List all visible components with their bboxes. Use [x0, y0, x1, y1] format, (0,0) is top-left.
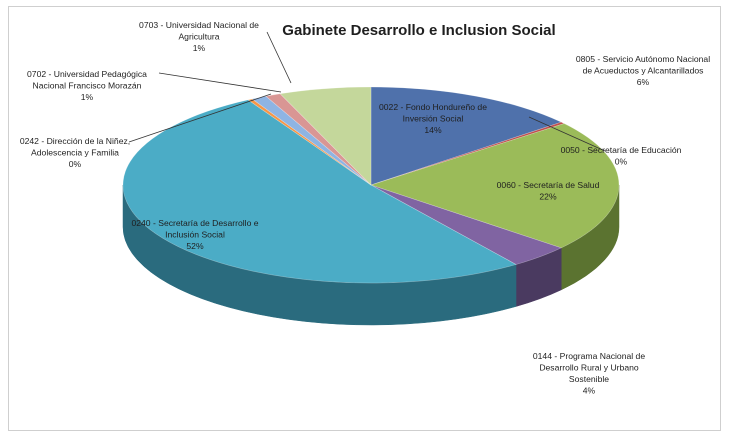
data-labels: 0022 - Fondo Hondureño de Inversión Socia…	[20, 20, 710, 396]
data-label-s4: 0240 - Secretaría de Desarrollo e Inclusi…	[131, 218, 258, 251]
leader-lines	[128, 31, 606, 152]
data-label-line: 14%	[424, 125, 442, 135]
slice-8	[279, 86, 372, 186]
data-label-line: 1%	[193, 43, 206, 53]
slice-2	[370, 123, 620, 249]
chart-title: Gabinete Desarrollo e Inclusion Social	[282, 22, 555, 39]
leader-line-s1	[528, 116, 606, 152]
slice-0	[370, 86, 563, 186]
data-label-line: 1%	[81, 92, 94, 102]
slice-5	[247, 98, 372, 186]
slice-4	[122, 99, 517, 284]
data-label-s7: 0703 - Universidad Nacional de Agricultur…	[139, 20, 259, 53]
pie-slices	[122, 86, 620, 284]
data-label-line: Agricultura	[178, 32, 219, 42]
data-label-line: 0703 - Universidad Nacional de	[139, 20, 259, 30]
slice-7	[265, 93, 372, 186]
data-label-line: Nacional Francisco Morazán	[33, 81, 142, 91]
data-label-line: de Acueductos y Alcantarillados	[583, 66, 704, 76]
data-label-line: 6%	[637, 77, 650, 87]
data-label-s6: 0702 - Universidad Pedagógica Nacional Fr…	[27, 69, 147, 102]
data-label-line: Adolescencia y Familia	[31, 148, 119, 158]
data-label-line: 0%	[69, 159, 82, 169]
data-label-line: 0702 - Universidad Pedagógica	[27, 69, 147, 79]
data-label-line: 0240 - Secretaría de Desarrollo e	[131, 218, 258, 228]
data-label-line: 0022 - Fondo Hondureño de	[379, 102, 487, 112]
data-label-s8: 0805 - Servicio Autónomo Nacional de Acue…	[576, 54, 710, 87]
data-label-line: 0%	[615, 157, 628, 167]
data-label-s5: 0242 - Dirección de la Niñez, Adolescenci…	[20, 136, 130, 169]
slice-6	[251, 95, 372, 186]
pie-chart: Gabinete Desarrollo e Inclusion Social 0…	[20, 20, 710, 396]
data-label-line: Inversión Social	[403, 114, 464, 124]
data-label-s0: 0022 - Fondo Hondureño de Inversión Socia…	[379, 102, 487, 135]
data-label-line: Sostenible	[569, 374, 609, 384]
data-label-line: Inclusión Social	[165, 230, 225, 240]
data-label-s3: 0144 - Programa Nacional de Desarrollo Ru…	[533, 351, 645, 396]
data-label-line: 0050 - Secretaría de Educación	[561, 145, 682, 155]
data-label-s1: 0050 - Secretaría de Educación 0%	[561, 145, 682, 167]
leader-line-s7	[266, 31, 292, 84]
data-label-line: Desarrollo Rural y Urbano	[539, 363, 639, 373]
data-label-line: 22%	[539, 192, 557, 202]
data-label-line: 0242 - Dirección de la Niñez,	[20, 136, 130, 146]
data-label-line: 52%	[186, 241, 204, 251]
data-label-line: 0144 - Programa Nacional de	[533, 351, 645, 361]
chart-frame: Gabinete Desarrollo e Inclusion Social 0…	[8, 6, 721, 431]
data-label-s2: 0060 - Secretaría de Salud 22%	[497, 180, 600, 202]
data-label-line: 0060 - Secretaría de Salud	[497, 180, 600, 190]
leader-line-s6	[158, 72, 282, 93]
slice-1	[370, 121, 566, 186]
leader-line-s5	[128, 93, 272, 143]
slice-3	[370, 184, 563, 265]
data-label-line: 0805 - Servicio Autónomo Nacional	[576, 54, 710, 64]
data-label-line: 4%	[583, 386, 596, 396]
